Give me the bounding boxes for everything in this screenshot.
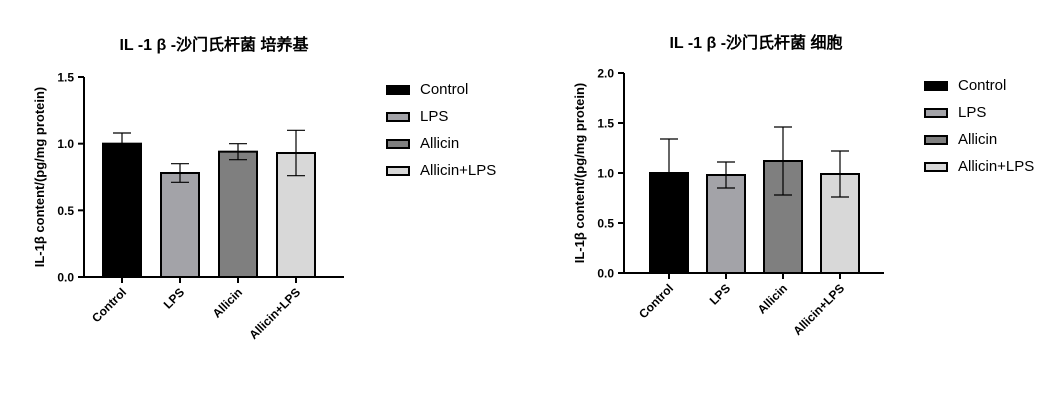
legend-swatch: [924, 108, 948, 118]
bar-chart-cells: IL -1 β -沙门氏杆菌 细胞 IL-1β content/(pg/mg pr…: [572, 33, 884, 338]
legend-swatch: [924, 81, 948, 91]
chart-panel-culture-medium: IL -1 β -沙门氏杆菌 培养基 IL-1β content/(pg/mg p…: [0, 0, 528, 404]
legend-swatch: [386, 166, 410, 176]
legend-swatch: [386, 139, 410, 149]
x-tick-label: Allicin: [755, 281, 790, 316]
y-tick-label: 1.5: [57, 71, 74, 85]
x-tick-label: Control: [636, 281, 676, 321]
x-tick-label: LPS: [707, 281, 733, 307]
bar-chart-culture-medium: IL -1 β -沙门氏杆菌 培养基 IL-1β content/(pg/mg p…: [32, 35, 344, 342]
x-tick-label: Allicin: [210, 285, 245, 320]
legend-label: Allicin+LPS: [420, 162, 497, 179]
legend-swatch: [386, 112, 410, 122]
bar-allicin: [218, 150, 258, 279]
x-tick-label: LPS: [161, 285, 187, 311]
y-tick-label: 0.5: [597, 217, 614, 231]
y-tick-label: 1.0: [597, 167, 614, 181]
bar-lps: [706, 174, 746, 274]
chart-panel-cells: IL -1 β -沙门氏杆菌 细胞 IL-1β content/(pg/mg pr…: [528, 0, 1056, 404]
y-axis-label: IL-1β content/(pg/mg protein): [572, 83, 587, 264]
y-axis-label: IL-1β content/(pg/mg protein): [32, 87, 47, 268]
y-tick-label: 1.0: [57, 137, 74, 151]
y-tick-label: 0.5: [57, 204, 74, 218]
chart-legend: Control LPS Allicin Allicin+LPS: [924, 76, 1056, 176]
chart-legend: Control LPS Allicin Allicin+LPS: [386, 80, 526, 180]
bar-control: [102, 142, 142, 278]
x-tick-label: Control: [89, 285, 129, 325]
y-tick-label: 0.0: [57, 271, 74, 285]
chart-title: IL -1 β -沙门氏杆菌 细胞: [669, 33, 842, 52]
y-tick-label: 2.0: [597, 67, 614, 81]
legend-label: LPS: [958, 104, 987, 121]
legend-label: Control: [420, 81, 469, 98]
legend-swatch: [924, 162, 948, 172]
x-tick-label: Allicin+LPS: [790, 281, 847, 338]
legend-label: Allicin: [420, 135, 460, 152]
bar-lps: [160, 172, 200, 278]
y-tick-label: 1.5: [597, 117, 614, 131]
legend-swatch: [924, 135, 948, 145]
legend-label: Control: [958, 77, 1007, 94]
legend-swatch: [386, 85, 410, 95]
chart-title: IL -1 β -沙门氏杆菌 培养基: [119, 35, 309, 54]
y-tick-label: 0.0: [597, 267, 614, 281]
legend-label: Allicin: [958, 131, 998, 148]
legend-label: LPS: [420, 108, 449, 125]
x-tick-label: Allicin+LPS: [246, 285, 303, 342]
legend-label: Allicin+LPS: [958, 158, 1035, 175]
